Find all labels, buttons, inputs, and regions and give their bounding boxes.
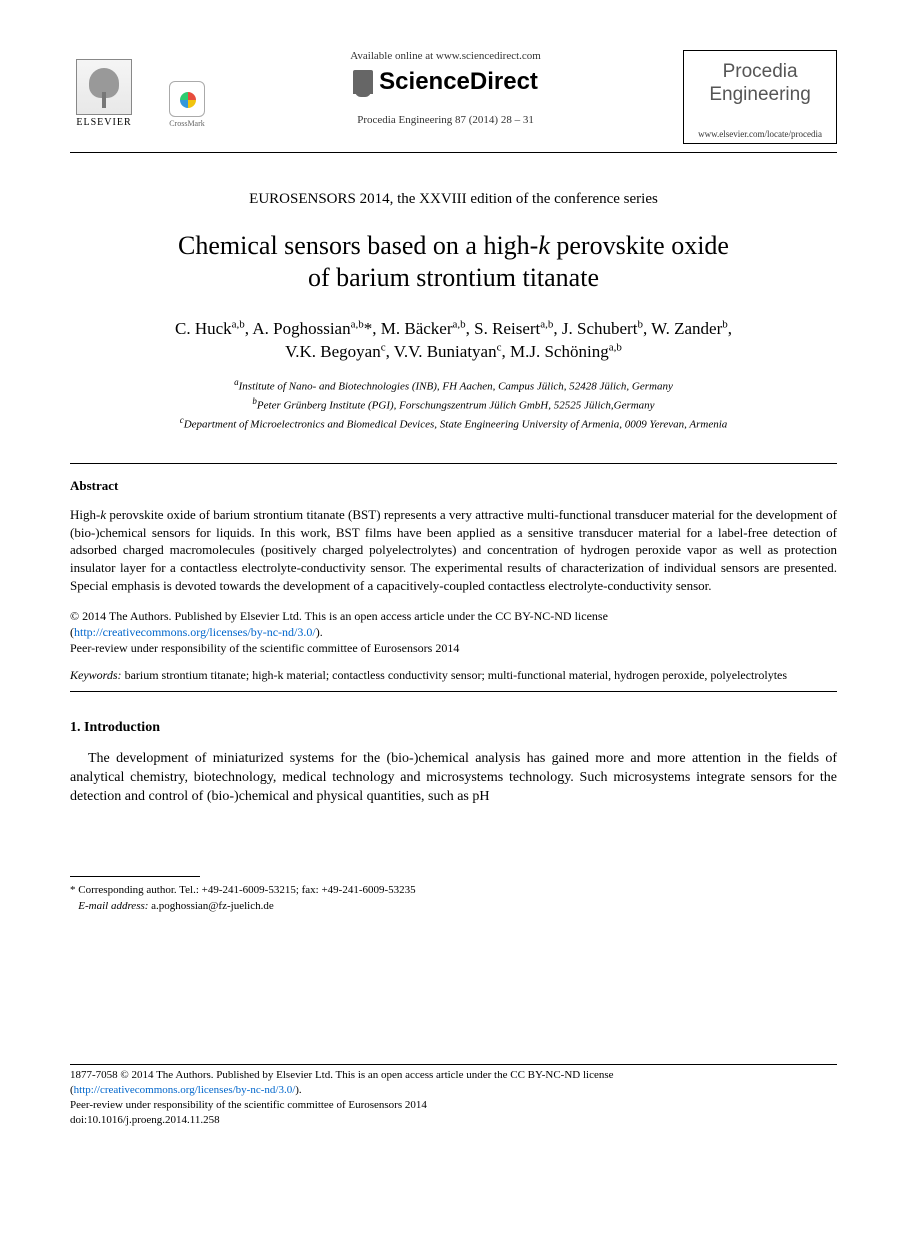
keywords-label: Keywords: <box>70 668 122 682</box>
footnote-email-label: E-mail address: <box>78 900 148 912</box>
section-1-body: The development of miniaturized systems … <box>70 750 837 807</box>
footer-line3: Peer-review under responsibility of the … <box>70 1099 427 1111</box>
center-header: Available online at www.sciencedirect.co… <box>208 50 683 126</box>
sciencedirect-text: ScienceDirect <box>379 68 538 96</box>
author-1-aff: a,b <box>232 318 245 330</box>
corresponding-star: * <box>364 319 373 338</box>
conference-line: EUROSENSORS 2014, the XXVIII edition of … <box>70 191 837 208</box>
author-5: J. Schubert <box>562 319 638 338</box>
footer-block: 1877-7058 © 2014 The Authors. Published … <box>70 1064 837 1127</box>
available-online-text: Available online at www.sciencedirect.co… <box>218 50 673 62</box>
left-logos: ELSEVIER CrossMark <box>70 50 208 128</box>
header-rule <box>70 152 837 153</box>
keywords-block: Keywords: barium strontium titanate; hig… <box>70 667 837 683</box>
elsevier-tree-icon <box>76 59 132 115</box>
author-4-aff: a,b <box>540 318 553 330</box>
abstract-rule-top <box>70 463 837 464</box>
title-part1: Chemical sensors based on a high- <box>178 231 538 260</box>
abstract-rule-bottom <box>70 691 837 692</box>
abstract-heading: Abstract <box>70 478 837 494</box>
abstract-pre: High- <box>70 507 100 522</box>
journal-url: www.elsevier.com/locate/procedia <box>698 129 822 139</box>
sciencedirect-logo: ScienceDirect <box>353 68 538 96</box>
footnote-block: * Corresponding author. Tel.: +49-241-60… <box>70 883 837 914</box>
footer-line1: 1877-7058 © 2014 The Authors. Published … <box>70 1069 614 1081</box>
license-block: © 2014 The Authors. Published by Elsevie… <box>70 608 837 657</box>
journal-box: Procedia Engineering www.elsevier.com/lo… <box>683 50 837 144</box>
license-line3: Peer-review under responsibility of the … <box>70 641 459 655</box>
footnote-line1: * Corresponding author. Tel.: +49-241-60… <box>70 883 837 898</box>
article-title: Chemical sensors based on a high-k perov… <box>70 230 837 295</box>
journal-name-1: Procedia <box>698 61 822 84</box>
license-link[interactable]: http://creativecommons.org/licenses/by-n… <box>74 625 316 639</box>
title-k: k <box>538 231 550 260</box>
author-8: V.V. Buniatyan <box>394 342 497 361</box>
crossmark-icon <box>169 81 205 117</box>
footnote-rule <box>70 876 200 877</box>
abstract-text: High-k perovskite oxide of barium stront… <box>70 506 837 594</box>
abstract-post: perovskite oxide of barium strontium tit… <box>70 507 837 592</box>
aff-b: Peter Grünberg Institute (PGI), Forschun… <box>257 400 655 412</box>
footer-paren-close: ). <box>295 1084 301 1096</box>
author-9: M.J. Schöning <box>510 342 609 361</box>
author-2: A. Poghossian <box>252 319 350 338</box>
title-part2: of barium strontium titanate <box>308 263 599 292</box>
title-part1b: perovskite oxide <box>550 231 729 260</box>
section-1-heading: 1. Introduction <box>70 720 837 736</box>
author-3-aff: a,b <box>453 318 466 330</box>
affiliations-block: aInstitute of Nano- and Biotechnologies … <box>70 376 837 433</box>
footer-rule <box>70 1064 837 1065</box>
footer-link[interactable]: http://creativecommons.org/licenses/by-n… <box>74 1084 296 1096</box>
author-3: M. Bäcker <box>381 319 453 338</box>
elsevier-logo: ELSEVIER <box>70 50 138 128</box>
author-1: C. Huck <box>175 319 232 338</box>
header-row: ELSEVIER CrossMark Available online at w… <box>70 50 837 144</box>
citation-line: Procedia Engineering 87 (2014) 28 – 31 <box>218 114 673 126</box>
footnote-email: a.poghossian@fz-juelich.de <box>148 900 273 912</box>
aff-a: Institute of Nano- and Biotechnologies (… <box>239 381 673 393</box>
license-paren-close: ). <box>316 625 323 639</box>
keywords-text: barium strontium titanate; high-k materi… <box>122 668 787 682</box>
author-2-aff: a,b <box>351 318 364 330</box>
author-7: V.K. Begoyan <box>285 342 381 361</box>
authors-block: C. Hucka,b, A. Poghossiana,b*, M. Bäcker… <box>70 317 837 365</box>
author-9-aff: a,b <box>609 342 622 354</box>
crossmark-badge[interactable]: CrossMark <box>166 81 208 128</box>
author-4: S. Reisert <box>474 319 540 338</box>
elsevier-label: ELSEVIER <box>76 117 131 128</box>
aff-c: Department of Microelectronics and Biome… <box>184 419 728 431</box>
crossmark-label: CrossMark <box>166 119 208 128</box>
footer-doi: doi:10.1016/j.proeng.2014.11.258 <box>70 1114 220 1126</box>
journal-name-2: Engineering <box>698 84 822 107</box>
sciencedirect-icon <box>353 70 373 94</box>
author-6: W. Zander <box>651 319 722 338</box>
license-line1: © 2014 The Authors. Published by Elsevie… <box>70 609 608 623</box>
